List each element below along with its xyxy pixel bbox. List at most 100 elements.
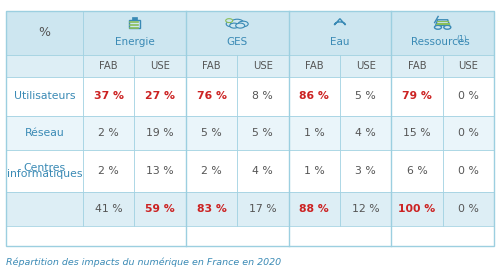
Bar bbox=[392, 77, 442, 116]
Bar bbox=[6, 116, 83, 150]
Circle shape bbox=[226, 19, 232, 23]
Bar bbox=[392, 150, 442, 192]
Text: 2 %: 2 % bbox=[201, 166, 222, 176]
Text: 19 %: 19 % bbox=[146, 128, 174, 138]
Bar bbox=[134, 116, 186, 150]
Bar bbox=[237, 150, 288, 192]
Bar bbox=[288, 192, 340, 226]
Text: 100 %: 100 % bbox=[398, 204, 436, 214]
Text: FAB: FAB bbox=[202, 61, 221, 71]
Text: 0 %: 0 % bbox=[458, 91, 479, 101]
Text: FAB: FAB bbox=[305, 61, 324, 71]
Bar bbox=[340, 192, 392, 226]
Text: 6 %: 6 % bbox=[406, 166, 428, 176]
Circle shape bbox=[230, 19, 243, 26]
Text: 12 %: 12 % bbox=[352, 204, 380, 214]
Text: Utilisateurs: Utilisateurs bbox=[14, 91, 76, 101]
Bar bbox=[132, 17, 136, 19]
Text: 5 %: 5 % bbox=[201, 128, 222, 138]
Text: Ressources: Ressources bbox=[411, 37, 470, 47]
Bar bbox=[288, 54, 340, 77]
Text: Réseau: Réseau bbox=[24, 128, 64, 138]
Bar bbox=[83, 192, 134, 226]
Bar bbox=[186, 11, 288, 54]
Text: 3 %: 3 % bbox=[355, 166, 376, 176]
Text: 15 %: 15 % bbox=[403, 128, 431, 138]
Bar bbox=[6, 77, 83, 116]
Bar bbox=[442, 54, 494, 77]
Bar bbox=[186, 77, 237, 116]
Bar bbox=[237, 54, 288, 77]
Text: 0 %: 0 % bbox=[458, 166, 479, 176]
Bar bbox=[392, 54, 442, 77]
Text: %: % bbox=[38, 26, 50, 39]
Text: 37 %: 37 % bbox=[94, 91, 124, 101]
Bar bbox=[340, 77, 392, 116]
Bar bbox=[186, 54, 237, 77]
Bar bbox=[288, 11, 392, 54]
Text: USE: USE bbox=[150, 61, 170, 71]
Bar bbox=[392, 116, 442, 150]
Bar bbox=[186, 192, 237, 226]
Bar bbox=[186, 150, 237, 192]
Circle shape bbox=[236, 23, 244, 28]
Text: 79 %: 79 % bbox=[402, 91, 432, 101]
Circle shape bbox=[230, 23, 238, 28]
Bar bbox=[6, 192, 83, 226]
Bar bbox=[6, 54, 83, 77]
Text: 8 %: 8 % bbox=[252, 91, 273, 101]
Text: FAB: FAB bbox=[100, 61, 118, 71]
Text: Centres: Centres bbox=[24, 163, 66, 173]
Text: Energie: Energie bbox=[114, 37, 154, 47]
Bar bbox=[83, 116, 134, 150]
Text: GES: GES bbox=[226, 37, 248, 47]
Bar bbox=[340, 54, 392, 77]
Bar bbox=[392, 192, 442, 226]
Text: 2 %: 2 % bbox=[98, 128, 119, 138]
Text: 13 %: 13 % bbox=[146, 166, 174, 176]
Bar bbox=[237, 192, 288, 226]
Text: 4 %: 4 % bbox=[252, 166, 273, 176]
Bar bbox=[340, 116, 392, 150]
Text: 27 %: 27 % bbox=[145, 91, 175, 101]
Bar bbox=[288, 116, 340, 150]
Bar bbox=[134, 192, 186, 226]
Bar bbox=[237, 116, 288, 150]
Bar bbox=[6, 11, 83, 54]
Bar bbox=[129, 19, 140, 28]
Bar bbox=[134, 77, 186, 116]
Bar bbox=[186, 116, 237, 150]
Bar bbox=[83, 11, 186, 54]
Text: 4 %: 4 % bbox=[355, 128, 376, 138]
Text: 5 %: 5 % bbox=[355, 91, 376, 101]
Bar bbox=[288, 77, 340, 116]
Text: 83 %: 83 % bbox=[196, 204, 226, 214]
Circle shape bbox=[238, 21, 248, 27]
Bar bbox=[340, 150, 392, 192]
Bar bbox=[237, 77, 288, 116]
Text: 41 %: 41 % bbox=[95, 204, 122, 214]
Text: 1 %: 1 % bbox=[304, 128, 324, 138]
Bar bbox=[442, 77, 494, 116]
Text: FAB: FAB bbox=[408, 61, 426, 71]
Bar bbox=[83, 54, 134, 77]
Text: 59 %: 59 % bbox=[146, 204, 175, 214]
Text: 88 %: 88 % bbox=[300, 204, 329, 214]
Bar bbox=[442, 150, 494, 192]
Text: Eau: Eau bbox=[330, 37, 349, 47]
Circle shape bbox=[226, 21, 236, 27]
Text: USE: USE bbox=[253, 61, 273, 71]
Bar bbox=[6, 150, 83, 192]
Text: informatiques: informatiques bbox=[7, 169, 82, 179]
Text: Répartition des impacts du numérique en France en 2020: Répartition des impacts du numérique en … bbox=[6, 257, 281, 267]
Bar bbox=[392, 11, 494, 54]
Text: USE: USE bbox=[356, 61, 376, 71]
Bar bbox=[134, 150, 186, 192]
Bar bbox=[6, 11, 494, 246]
Bar bbox=[288, 150, 340, 192]
Text: 0 %: 0 % bbox=[458, 128, 479, 138]
Text: 17 %: 17 % bbox=[249, 204, 276, 214]
Bar bbox=[134, 54, 186, 77]
Text: USE: USE bbox=[458, 61, 478, 71]
Text: 5 %: 5 % bbox=[252, 128, 273, 138]
